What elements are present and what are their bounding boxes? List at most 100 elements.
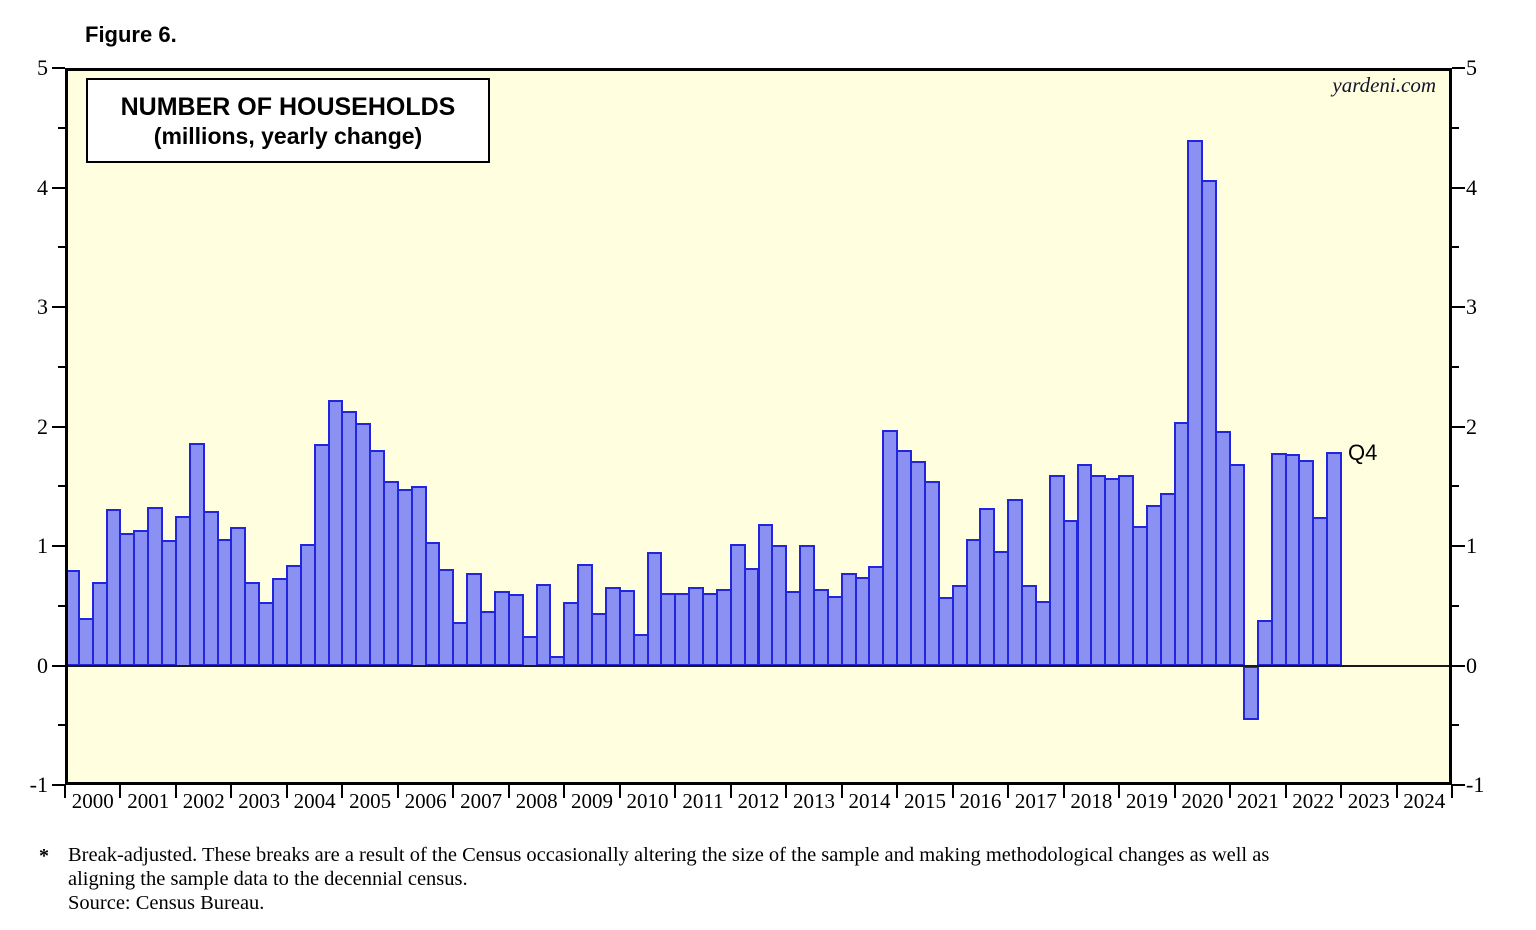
plot-area: NUMBER OF HOUSEHOLDS (millions, yearly c… (65, 68, 1452, 785)
x-axis-year-label: 2018 (1070, 789, 1113, 813)
footnote-line: Break-adjusted. These breaks are a resul… (68, 844, 1270, 866)
x-tick-year (1007, 785, 1010, 798)
y-tick-major-left (52, 784, 65, 786)
figure-label: Figure 6. (85, 22, 177, 47)
y-tick-minor-right (1452, 604, 1459, 607)
y-tick-major-right (1452, 664, 1465, 667)
y-axis-label-right: 2 (1466, 413, 1477, 439)
x-tick-year (896, 785, 899, 798)
y-axis-label-right: 0 (1466, 652, 1477, 678)
x-tick-year (174, 785, 177, 798)
x-tick-year (840, 785, 843, 798)
y-tick-major-right (1452, 186, 1465, 189)
y-tick-minor-left (58, 126, 65, 129)
x-tick-year (563, 785, 566, 798)
y-axis-label-right: 1 (1466, 533, 1477, 558)
x-axis-year-label: 2004 (293, 789, 336, 813)
y-axis-label-right: 5 (1466, 55, 1477, 80)
x-tick-year (341, 785, 344, 798)
y-axis-label-left: 0 (37, 652, 48, 678)
y-tick-major-left (52, 425, 65, 428)
x-tick-year (1229, 785, 1232, 798)
y-tick-major-right (1452, 545, 1465, 547)
y-tick-minor-right (1452, 485, 1459, 488)
y-tick-minor-left (58, 485, 65, 488)
y-axis-label-right: 3 (1466, 294, 1477, 319)
chart-title-box: NUMBER OF HOUSEHOLDS (millions, yearly c… (86, 78, 490, 163)
y-axis-label-right: -1 (1466, 772, 1485, 797)
y-tick-major-right (1452, 784, 1465, 786)
x-axis-year-label: 2014 (848, 789, 891, 813)
x-axis-year-label: 2012 (737, 789, 780, 813)
bar (1242, 665, 1259, 721)
y-tick-major-right (1452, 67, 1465, 69)
x-tick-year (1395, 785, 1398, 798)
x-tick-year (785, 785, 788, 798)
x-axis-year-label: 2015 (903, 789, 946, 813)
x-tick-year (1284, 785, 1287, 798)
x-tick-year (1173, 785, 1176, 798)
footnote-marker: * (39, 845, 49, 867)
x-tick-year (618, 785, 621, 798)
chart-title: NUMBER OF HOUSEHOLDS (120, 92, 456, 121)
x-axis-year-label: 2008 (515, 789, 558, 813)
x-axis-year-label: 2005 (349, 789, 392, 813)
x-axis-year-label: 2022 (1292, 789, 1335, 813)
y-axis-label-left: 1 (37, 533, 48, 558)
x-axis-year-label: 2009 (571, 789, 614, 813)
x-axis-year-label: 2003 (238, 789, 281, 813)
y-tick-minor-left (58, 604, 65, 607)
y-tick-minor-right (1452, 724, 1459, 727)
x-tick-year (507, 785, 510, 798)
x-axis-year-label: 2021 (1236, 789, 1279, 813)
x-axis-year-label: 2002 (182, 789, 225, 813)
x-tick-year (396, 785, 399, 798)
footnote-line: aligning the sample data to the decennia… (68, 868, 468, 890)
bar (535, 584, 552, 667)
y-axis-label-left: 5 (37, 55, 48, 80)
x-tick-year (674, 785, 677, 798)
last-bar-annotation: Q4 (1348, 439, 1378, 465)
x-tick-year (1118, 785, 1121, 798)
x-tick-year (230, 785, 233, 798)
y-tick-minor-left (58, 365, 65, 368)
chart-subtitle: (millions, yearly change) (153, 122, 423, 149)
x-tick-year (119, 785, 122, 798)
x-axis-year-label: 2000 (71, 789, 114, 813)
x-tick-year (452, 785, 455, 798)
x-tick-year (1451, 785, 1453, 798)
x-tick-year (285, 785, 288, 798)
y-tick-major-left (52, 186, 65, 189)
x-axis-year-label: 2010 (626, 789, 669, 813)
y-tick-major-left (52, 67, 65, 69)
y-tick-minor-left (58, 724, 65, 727)
y-axis-label-left: 2 (37, 413, 48, 439)
x-axis-year-label: 2019 (1125, 789, 1168, 813)
y-tick-minor-right (1452, 126, 1459, 129)
y-tick-minor-left (58, 246, 65, 249)
y-tick-minor-right (1452, 365, 1459, 368)
x-axis-year-label: 2006 (404, 789, 447, 813)
x-axis-year-label: 2024 (1403, 789, 1446, 813)
y-tick-major-left (52, 664, 65, 667)
x-axis-year-label: 2001 (127, 789, 170, 813)
y-tick-major-left (52, 545, 65, 547)
y-axis-label-left: -1 (29, 772, 48, 797)
x-axis-year-label: 2013 (792, 789, 835, 813)
y-tick-major-right (1452, 425, 1465, 428)
x-tick-year (64, 785, 66, 798)
footnote-line: Source: Census Bureau. (68, 892, 265, 914)
x-axis-year-label: 2020 (1181, 789, 1224, 813)
x-axis-year-label: 2011 (682, 789, 724, 813)
y-tick-major-left (52, 306, 65, 308)
bar (1229, 463, 1245, 667)
y-axis-label-right: 4 (1466, 174, 1477, 200)
x-axis-year-label: 2016 (959, 789, 1002, 813)
y-tick-major-right (1452, 306, 1465, 308)
x-axis-year-label: 2017 (1014, 789, 1057, 813)
x-tick-year (729, 785, 732, 798)
x-tick-year (951, 785, 954, 798)
y-axis-label-left: 3 (37, 294, 48, 319)
x-tick-year (1340, 785, 1343, 798)
